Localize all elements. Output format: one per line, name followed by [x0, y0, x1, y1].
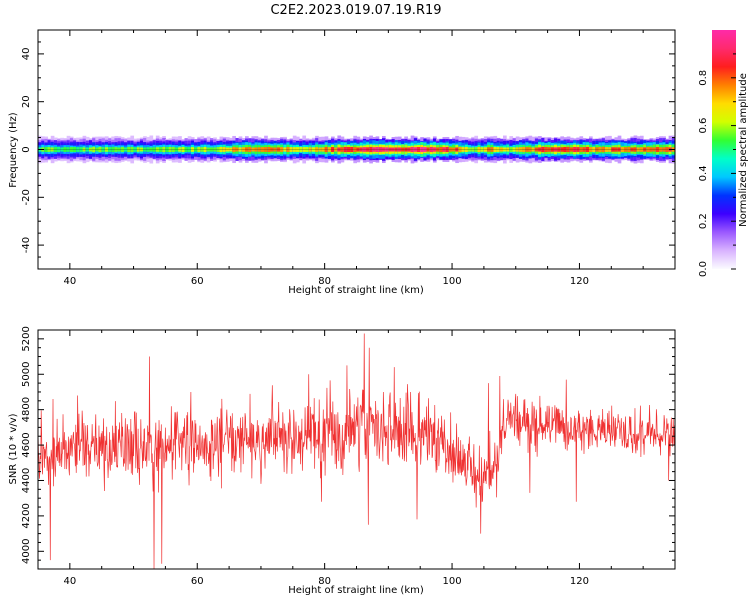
- spectrogram-y-tick-label: -20: [21, 189, 32, 205]
- spectrogram-x-tick-label: 100: [443, 276, 462, 287]
- figure-title: C2E2.2023.019.07.19.R19: [270, 3, 441, 18]
- colorbar-tick-label: 0.2: [698, 213, 709, 229]
- spectrogram-band: [38, 135, 676, 164]
- snr-series: [37, 333, 676, 570]
- snr-x-tick-label: 60: [191, 576, 204, 587]
- spectrogram-y-tick-label: 0: [21, 146, 32, 152]
- snr-y-label: SNR (10 * v/v): [8, 413, 19, 484]
- spectrogram-x-tick-label: 120: [570, 276, 589, 287]
- spectrogram-x-tick-label: 80: [318, 276, 331, 287]
- spectrogram-y-tick-label: 20: [21, 95, 32, 108]
- colorbar-gradient: [712, 30, 736, 269]
- snr-y-tick-label: 4400: [21, 468, 32, 493]
- spectrogram-x-tick-label: 60: [191, 276, 204, 287]
- snr-y-tick-label: 5000: [21, 362, 32, 387]
- spectrogram-y-label: Frequency (Hz): [8, 112, 19, 188]
- snr-y-tick-label: 4200: [21, 503, 32, 528]
- colorbar-tick-label: 0.6: [698, 118, 709, 134]
- snr-x-tick-label: 120: [570, 576, 589, 587]
- snr-x-label: Height of straight line (km): [288, 585, 424, 596]
- spectrogram-y-tick-label: 40: [21, 48, 32, 61]
- snr-x-tick-label: 80: [318, 576, 331, 587]
- snr-y-tick-label: 4600: [21, 432, 32, 457]
- snr-y-tick-label: 5200: [21, 326, 32, 351]
- spectrogram-ticks: 40 60 80 100 120 -40 -20 0 20 40: [21, 29, 676, 287]
- snr-y-tick-label: 4800: [21, 397, 32, 422]
- colorbar-ticks: 0.0 0.2 0.4 0.6 0.8: [698, 53, 736, 277]
- colorbar: 0.0 0.2 0.4 0.6 0.8 Normalized spectral ampl…: [698, 30, 749, 277]
- snr-ticks: 40 60 80 100 120 4000 4200 4400 4600 4800 5000 5200: [21, 326, 676, 587]
- colorbar-label: Normalized spectral amplitude: [738, 73, 749, 227]
- spectrogram-y-tick-label: -40: [21, 237, 32, 253]
- snr-x-tick-label: 100: [443, 576, 462, 587]
- snr-line: [37, 333, 676, 570]
- colorbar-tick-label: 0.4: [698, 165, 709, 181]
- colorbar-tick-label: 0.8: [698, 70, 709, 86]
- spectrogram-x-tick-label: 40: [63, 276, 76, 287]
- snr-x-tick-label: 40: [63, 576, 76, 587]
- colorbar-tick-label: 0.0: [698, 261, 709, 277]
- spectrogram-panel: 40 60 80 100 120 -40 -20 0 20 40 Height of straig…: [8, 29, 676, 296]
- snr-y-tick-label: 4000: [21, 539, 32, 564]
- snr-panel: 40 60 80 100 120 4000 4200 4400 4600 4800 5000 5200…: [8, 326, 676, 596]
- spectrogram-x-label: Height of straight line (km): [288, 285, 424, 296]
